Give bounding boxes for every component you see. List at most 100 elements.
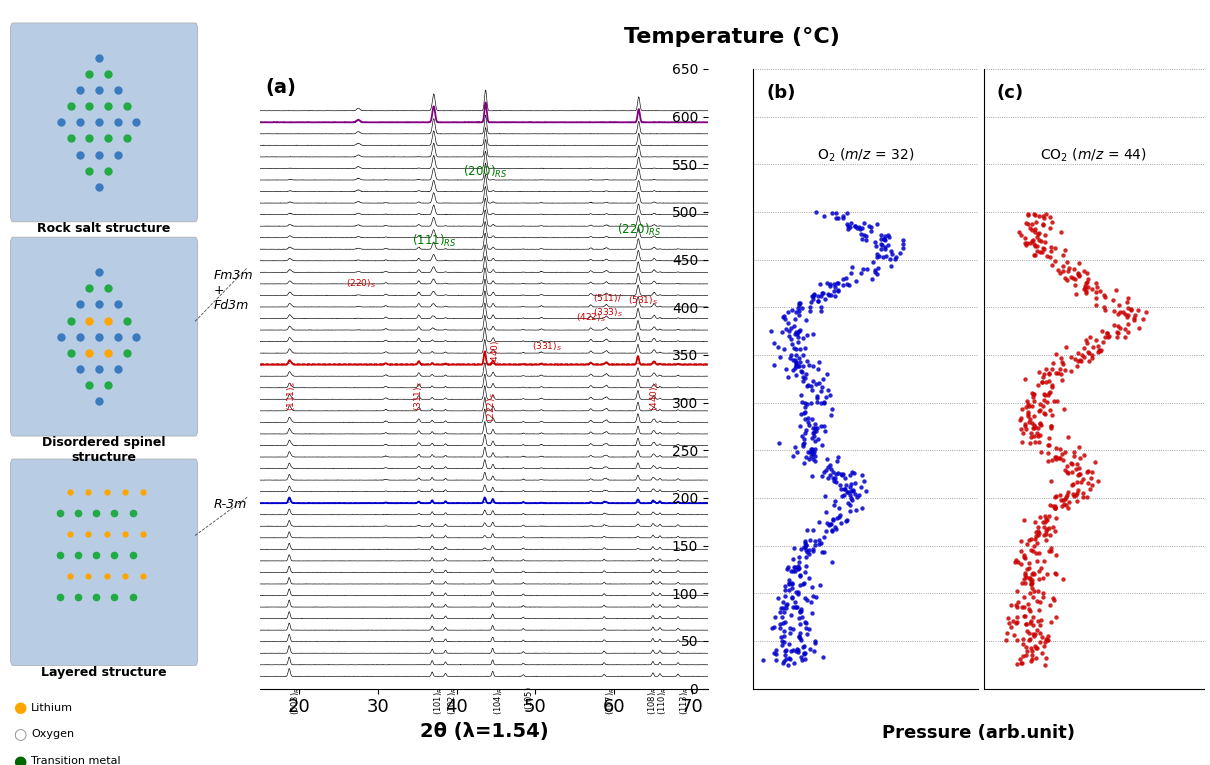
- Point: [1036, 633, 1055, 646]
- Point: [853, 223, 872, 235]
- Point: [1036, 652, 1055, 664]
- Point: [1008, 601, 1027, 614]
- Point: [1066, 489, 1085, 501]
- Point: [776, 649, 795, 661]
- Point: [794, 457, 813, 470]
- Point: [1041, 251, 1060, 263]
- Point: [773, 617, 793, 630]
- Point: [1030, 227, 1049, 239]
- Point: [1022, 400, 1042, 412]
- Point: [1091, 344, 1111, 356]
- Point: [768, 591, 788, 604]
- Point: [1078, 276, 1097, 288]
- Point: [805, 634, 824, 646]
- Point: [766, 644, 785, 656]
- Point: [1028, 525, 1048, 537]
- Point: [830, 479, 849, 491]
- Point: [1033, 219, 1053, 231]
- Point: [784, 656, 803, 669]
- Point: [849, 221, 869, 233]
- Point: [771, 351, 790, 363]
- Point: [1117, 311, 1136, 324]
- Point: [773, 602, 793, 614]
- Point: [793, 641, 812, 653]
- Point: [1036, 363, 1055, 375]
- Point: [1025, 249, 1044, 261]
- Point: [1042, 422, 1061, 435]
- Point: [796, 560, 816, 572]
- Point: [1027, 595, 1047, 607]
- Point: [822, 517, 841, 529]
- Point: [1074, 351, 1094, 363]
- Point: [774, 625, 794, 637]
- Point: [799, 415, 818, 428]
- Point: [1021, 437, 1041, 449]
- Point: [796, 545, 816, 557]
- Point: [791, 409, 811, 421]
- Point: [788, 643, 807, 655]
- Point: [772, 326, 791, 338]
- Point: [828, 451, 847, 463]
- Point: [1027, 537, 1047, 549]
- Point: [1019, 627, 1038, 640]
- Point: [796, 402, 816, 414]
- Point: [852, 502, 871, 514]
- Point: [1047, 367, 1066, 379]
- Point: [1061, 365, 1081, 377]
- Point: [854, 217, 874, 230]
- Point: [796, 566, 816, 578]
- Point: [1067, 495, 1087, 507]
- Point: [1038, 630, 1058, 643]
- Point: [1054, 497, 1073, 509]
- Point: [1007, 658, 1026, 670]
- Point: [1038, 633, 1058, 646]
- Point: [786, 446, 806, 458]
- Point: [1042, 545, 1061, 557]
- Point: [1030, 565, 1049, 577]
- Point: [1025, 628, 1044, 640]
- Point: [791, 365, 811, 377]
- Point: [1130, 321, 1150, 334]
- Point: [802, 444, 822, 457]
- Point: [1045, 526, 1065, 538]
- Point: [1030, 526, 1049, 539]
- Point: [1077, 465, 1096, 477]
- Point: [783, 553, 802, 565]
- Point: [797, 545, 817, 558]
- Point: [1021, 578, 1041, 590]
- Point: [1014, 552, 1033, 564]
- Point: [820, 518, 840, 530]
- Point: [789, 551, 808, 563]
- Point: [1035, 529, 1054, 542]
- Point: [1022, 582, 1042, 594]
- Point: [786, 585, 806, 597]
- Point: [1041, 598, 1060, 610]
- Point: [797, 524, 817, 536]
- Point: [782, 578, 801, 590]
- Point: [793, 302, 812, 314]
- Point: [818, 453, 837, 465]
- Point: [843, 485, 863, 497]
- Point: [1110, 306, 1129, 318]
- Point: [851, 223, 870, 235]
- Point: [801, 643, 820, 656]
- Point: [1007, 617, 1026, 630]
- Point: [779, 325, 799, 337]
- Text: Rock salt structure: Rock salt structure: [38, 222, 171, 235]
- Point: [1030, 627, 1049, 639]
- Point: [1037, 207, 1056, 220]
- Point: [802, 413, 822, 425]
- Point: [874, 251, 893, 263]
- Point: [1090, 285, 1110, 298]
- Point: [786, 369, 806, 381]
- Point: [1070, 269, 1089, 282]
- Point: [786, 644, 806, 656]
- Point: [1071, 476, 1090, 488]
- Point: [774, 636, 794, 648]
- Point: [831, 468, 851, 480]
- Point: [1030, 233, 1049, 246]
- Point: [1119, 318, 1139, 330]
- Point: [797, 355, 817, 367]
- Point: [783, 601, 802, 613]
- Point: [1015, 577, 1035, 589]
